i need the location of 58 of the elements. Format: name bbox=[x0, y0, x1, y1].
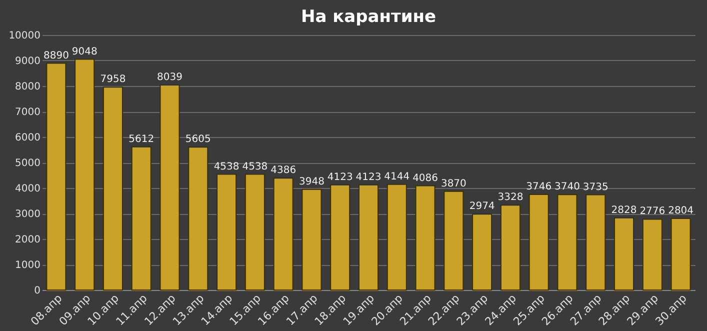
bar bbox=[472, 214, 492, 290]
y-tick-label: 4000 bbox=[15, 184, 40, 194]
data-label: 4538 bbox=[214, 161, 240, 172]
y-tick-label: 2000 bbox=[15, 234, 40, 246]
data-label: 2776 bbox=[640, 206, 666, 218]
data-label: 4123 bbox=[356, 172, 382, 183]
y-tick-label: 9000 bbox=[15, 56, 40, 67]
bar bbox=[244, 174, 265, 290]
bar bbox=[273, 178, 294, 290]
bar bbox=[614, 217, 634, 290]
bar bbox=[415, 185, 436, 290]
y-tick-label: 10000 bbox=[8, 30, 40, 42]
y-tick-label: 3000 bbox=[15, 209, 40, 220]
y-tick-label: 7000 bbox=[15, 107, 40, 118]
data-label: 3746 bbox=[526, 181, 552, 192]
bar bbox=[670, 218, 691, 290]
bar bbox=[131, 146, 152, 290]
data-label: 8890 bbox=[43, 50, 69, 62]
data-label: 3870 bbox=[440, 178, 466, 190]
bar bbox=[358, 184, 378, 290]
data-label: 3328 bbox=[498, 192, 524, 204]
y-tick-label: 0 bbox=[34, 286, 40, 296]
data-label: 5612 bbox=[128, 134, 154, 145]
y-tick-label: 8000 bbox=[15, 82, 40, 92]
data-label: 3735 bbox=[582, 182, 608, 193]
y-tick-label: 1000 bbox=[15, 260, 40, 271]
bar bbox=[557, 194, 578, 290]
bar bbox=[586, 194, 606, 290]
bar bbox=[444, 190, 464, 290]
data-label: 4144 bbox=[384, 171, 410, 182]
y-tick-label: 5000 bbox=[15, 158, 40, 169]
bar bbox=[330, 184, 350, 290]
bar bbox=[386, 184, 407, 290]
bar bbox=[74, 58, 95, 290]
y-tick-label: 6000 bbox=[15, 132, 40, 144]
data-label: 2828 bbox=[611, 204, 637, 216]
bar bbox=[642, 218, 662, 290]
data-label: 4386 bbox=[270, 165, 296, 176]
data-label: 5605 bbox=[185, 134, 211, 146]
data-label: 4538 bbox=[242, 161, 268, 172]
bar bbox=[302, 188, 322, 290]
bar bbox=[500, 204, 520, 290]
data-label: 4123 bbox=[327, 172, 353, 183]
chart-title: На карантине bbox=[300, 7, 436, 27]
bar bbox=[528, 194, 549, 290]
data-label: 8039 bbox=[157, 72, 182, 84]
bar bbox=[160, 84, 180, 290]
data-label: 7958 bbox=[100, 74, 126, 86]
bar bbox=[102, 86, 123, 290]
bar bbox=[216, 174, 237, 290]
data-label: 3740 bbox=[554, 182, 580, 193]
data-label: 2974 bbox=[469, 201, 495, 212]
bar bbox=[46, 62, 66, 290]
data-label: 4086 bbox=[412, 172, 438, 184]
bar bbox=[188, 146, 208, 290]
data-label: 9048 bbox=[72, 46, 98, 58]
data-label: 2804 bbox=[668, 206, 694, 216]
data-label: 3948 bbox=[298, 176, 324, 188]
